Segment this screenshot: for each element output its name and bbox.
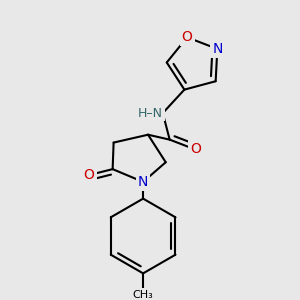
Text: H–N: H–N [138, 106, 163, 120]
Text: O: O [190, 142, 201, 157]
Text: N: N [212, 42, 223, 56]
Text: N: N [138, 175, 148, 189]
Text: CH₃: CH₃ [133, 290, 154, 300]
Text: O: O [84, 168, 94, 182]
Text: O: O [182, 30, 193, 44]
